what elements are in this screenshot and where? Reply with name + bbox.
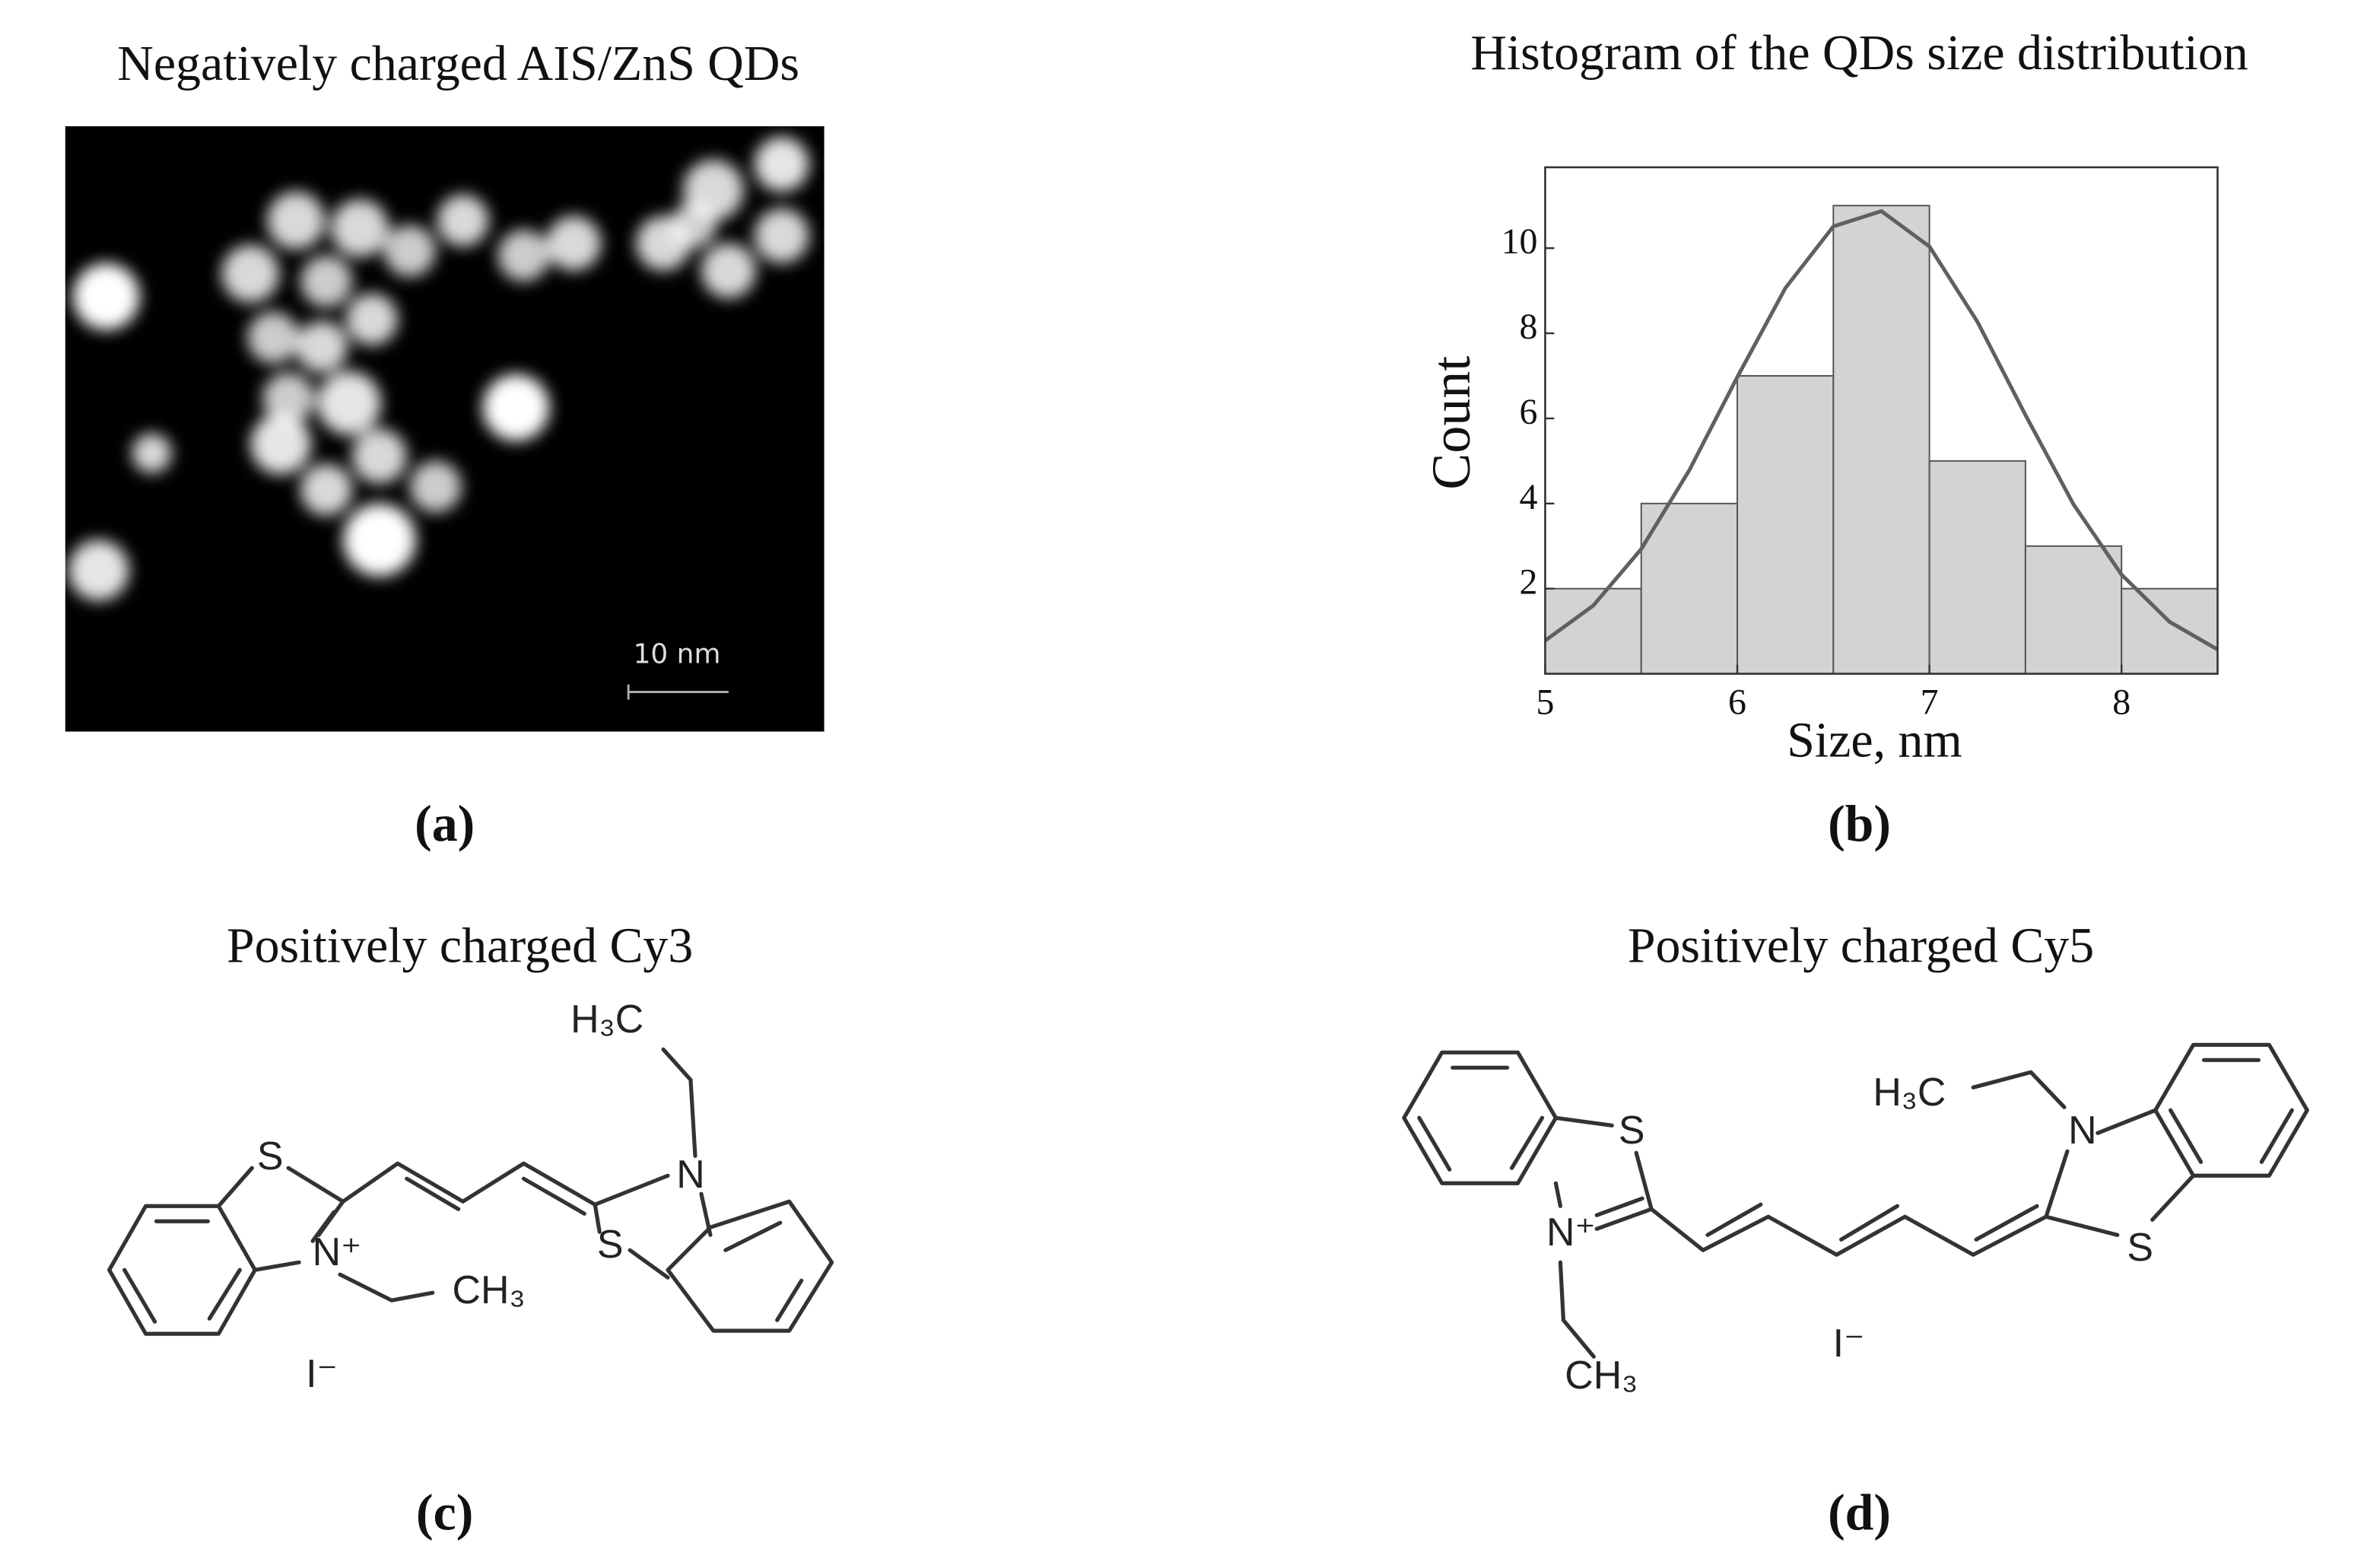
atom-label: S xyxy=(1619,1109,1645,1153)
particle xyxy=(437,194,489,247)
atom-label: N⁺ xyxy=(1546,1210,1596,1255)
particle xyxy=(300,463,352,516)
bar xyxy=(1832,205,1930,675)
panel-label: (c) xyxy=(416,1484,473,1541)
bar xyxy=(2121,587,2219,675)
particle xyxy=(351,428,407,484)
particle xyxy=(132,433,172,473)
atom-label: H₃C xyxy=(570,997,643,1042)
atom-label: N⁺ xyxy=(313,1230,362,1274)
x-tick-label: 7 xyxy=(1921,682,1939,723)
atom-label: S xyxy=(257,1134,284,1179)
panel-label: (a) xyxy=(415,794,475,852)
y-tick-label: 10 xyxy=(1501,221,1538,262)
particle xyxy=(250,413,312,475)
particles xyxy=(68,136,809,601)
x-tick-label: 8 xyxy=(2112,682,2131,723)
atom-label: S xyxy=(597,1223,624,1267)
particle xyxy=(754,208,809,263)
panel-label: (b) xyxy=(1828,794,1891,852)
particle xyxy=(671,202,717,248)
y-tick-label: 6 xyxy=(1520,392,1538,432)
particle xyxy=(754,136,809,192)
bond xyxy=(341,1161,597,1216)
particle xyxy=(409,460,462,513)
fit-curve xyxy=(1543,208,2219,651)
bond xyxy=(1971,1070,2196,1237)
particle xyxy=(482,374,550,441)
particle xyxy=(331,199,389,257)
bond xyxy=(2169,1058,2294,1164)
y-tick-label: 4 xyxy=(1520,477,1538,517)
bond xyxy=(666,1199,834,1333)
bond xyxy=(122,1219,242,1324)
bar xyxy=(1737,374,1835,675)
panel-title: Positively charged Cy3 xyxy=(227,918,693,973)
particle xyxy=(345,293,398,345)
scale-bar-label: 10 nm xyxy=(634,639,721,670)
atom-label: I⁻ xyxy=(1833,1322,1865,1366)
particle xyxy=(72,262,140,330)
x-tick-label: 5 xyxy=(1536,682,1554,723)
chart-title: Histogram of the QDs size distribution xyxy=(1470,25,2248,81)
particle xyxy=(300,255,352,307)
bond xyxy=(1402,1050,1559,1185)
x-axis-label: Size, nm xyxy=(1787,713,1962,768)
bond xyxy=(216,1166,345,1272)
panel-title: Negatively charged AIS/ZnS QDs xyxy=(117,36,799,91)
bar xyxy=(1928,460,2026,675)
bar xyxy=(2024,545,2123,675)
particle xyxy=(546,215,602,271)
particle xyxy=(497,229,550,282)
particle xyxy=(247,311,300,364)
particle xyxy=(68,539,129,601)
particle xyxy=(701,243,756,298)
atom-label: N xyxy=(676,1153,704,1197)
panel-title: Positively charged Cy5 xyxy=(1628,918,2094,973)
bond xyxy=(723,1220,804,1322)
particle xyxy=(221,244,280,303)
panel-label: (d) xyxy=(1828,1484,1891,1541)
bond xyxy=(338,1272,435,1303)
y-axis-label: Count xyxy=(1421,356,1482,490)
atom-label: CH₃ xyxy=(453,1268,526,1312)
bond xyxy=(1553,1115,1654,1231)
bond xyxy=(593,1047,713,1280)
x-tick-label: 6 xyxy=(1728,682,1746,723)
y-tick-label: 8 xyxy=(1520,307,1538,347)
structure: S N⁺ CH₃ H₃C N S I⁻ xyxy=(107,997,834,1396)
atom-label: N xyxy=(2068,1109,2096,1153)
particle xyxy=(383,224,436,277)
bond xyxy=(1649,1202,2048,1257)
particle xyxy=(296,320,348,373)
structure: S N⁺ CH₃ H₃C N S I⁻ xyxy=(1402,1042,2309,1398)
bond xyxy=(107,1204,257,1336)
bond xyxy=(1558,1260,1596,1359)
particle xyxy=(342,503,416,577)
atom-label: H₃C xyxy=(1873,1070,1946,1115)
atom-label: I⁻ xyxy=(306,1352,338,1396)
bond xyxy=(2153,1042,2309,1178)
atom-label: S xyxy=(2127,1226,2153,1270)
particle xyxy=(317,371,381,435)
particle xyxy=(267,191,326,250)
plot-frame xyxy=(1544,166,2219,675)
histogram: 2 4 6 8 10 5 6 7 8 xyxy=(1501,166,2219,723)
y-tick-label: 2 xyxy=(1520,562,1538,603)
bond xyxy=(1417,1065,1545,1172)
atom-label: CH₃ xyxy=(1565,1353,1638,1398)
particle xyxy=(262,372,315,425)
